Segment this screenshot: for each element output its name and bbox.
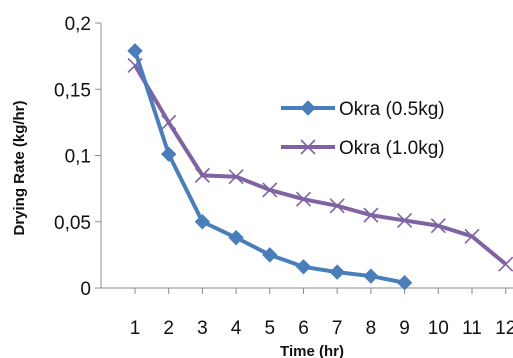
x-tick-label: 4 (231, 318, 242, 339)
data-point (160, 146, 177, 162)
marker-stroke (262, 182, 278, 198)
marker-stroke (329, 198, 345, 214)
data-point (498, 256, 513, 272)
legend-item-okra-05kg: Okra (0.5kg) (281, 99, 445, 120)
data-point (228, 169, 244, 185)
legend-label: Okra (0.5kg) (339, 99, 445, 120)
data-point (295, 259, 312, 275)
marker-stroke (397, 212, 413, 228)
x-tick-label: 7 (332, 318, 343, 339)
y-tick-label: 0,05 (54, 213, 91, 234)
legend-marker (300, 139, 316, 155)
legend: Okra (0.5kg) Okra (1.0kg) (281, 99, 445, 159)
data-point (363, 207, 379, 223)
y-tick-label: 0,2 (65, 14, 91, 35)
marker-stroke (363, 207, 379, 223)
marker-stroke (228, 169, 244, 185)
data-point (397, 212, 413, 228)
data-point (329, 264, 345, 280)
x-axis-ticks: 1 2 3 4 5 6 7 8 9 10 11 12 (130, 288, 513, 339)
x-tick-label: 6 (298, 318, 309, 339)
y-axis-ticks: 0 0,05 0,1 0,15 0,2 (54, 14, 101, 300)
x-tick-label: 10 (428, 318, 449, 339)
data-point (161, 114, 177, 130)
x-tick-label: 5 (265, 318, 276, 339)
data-point (194, 214, 211, 230)
y-axis-title: Drying Rate (kg/hr) (11, 100, 28, 235)
series-layer (127, 43, 513, 291)
marker-stroke (430, 218, 446, 234)
marker-stroke (295, 191, 312, 207)
x-tick-label: 3 (197, 318, 208, 339)
marker-stroke (464, 228, 480, 244)
series-okra-10kg (127, 57, 513, 272)
data-point (262, 247, 278, 263)
data-point (329, 198, 345, 214)
data-point (194, 167, 210, 183)
marker-stroke (300, 139, 316, 155)
x-tick-label: 1 (130, 318, 141, 339)
data-point (396, 274, 413, 291)
data-point (127, 43, 143, 59)
data-point (262, 182, 278, 198)
marker-stroke (498, 256, 513, 272)
legend-label: Okra (1.0kg) (339, 138, 445, 159)
series-okra-05kg (127, 43, 413, 291)
data-point (430, 218, 446, 234)
y-tick-label: 0 (80, 279, 91, 300)
series-line (133, 64, 507, 266)
x-tick-label: 8 (366, 318, 377, 339)
y-tick-label: 0,15 (54, 80, 91, 101)
data-point (295, 191, 312, 207)
x-tick-label: 11 (462, 318, 482, 339)
marker-stroke (161, 114, 177, 130)
data-point (363, 268, 379, 284)
data-point (464, 228, 480, 244)
x-tick-label: 9 (399, 318, 410, 339)
x-axis-title: Time (hr) (280, 343, 344, 358)
y-tick-label: 0,1 (65, 147, 91, 168)
marker-stroke (194, 167, 210, 183)
legend-item-okra-10kg: Okra (1.0kg) (281, 138, 445, 159)
legend-marker (300, 100, 316, 116)
data-point (228, 229, 244, 246)
x-tick-label: 12 (495, 318, 513, 339)
x-tick-label: 2 (163, 318, 174, 339)
